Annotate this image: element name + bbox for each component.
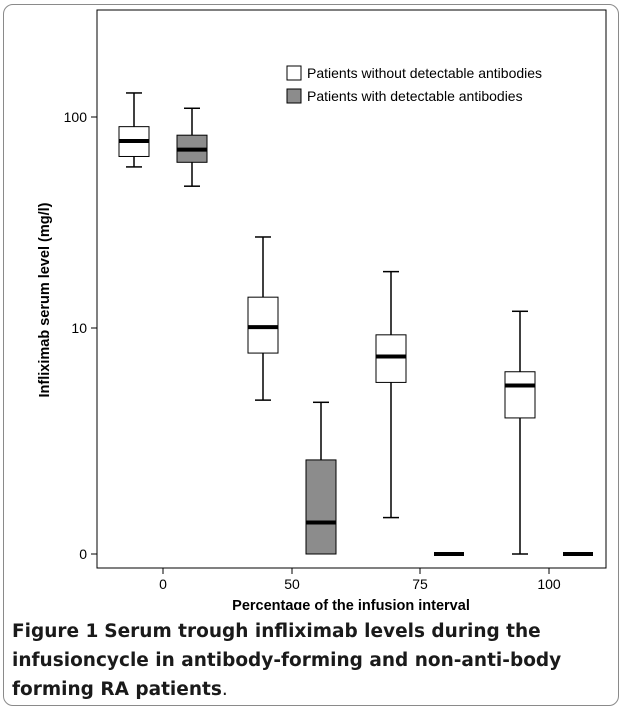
box-with-antibodies-0 bbox=[176, 107, 208, 187]
box-without-antibodies-75 bbox=[375, 270, 407, 519]
box-without-antibodies-50 bbox=[247, 236, 279, 401]
x-tick-label: 75 bbox=[412, 576, 428, 592]
caption-figure-label: Figure 1 bbox=[12, 621, 99, 642]
figure-caption: Figure 1 Serum trough infliximab levels … bbox=[12, 617, 612, 704]
legend-swatch bbox=[286, 65, 302, 81]
caption-text: Serum trough infliximab levels during th… bbox=[12, 621, 562, 700]
box-plot-chart: Infliximab serum level (mg/l) Percentage… bbox=[37, 9, 607, 610]
y-axis-ticks: 0 10 100 bbox=[64, 109, 97, 562]
legend-label: Patients without detectable antibodies bbox=[307, 65, 542, 81]
caption-end: . bbox=[221, 679, 228, 700]
y-tick-label: 0 bbox=[79, 546, 87, 562]
box-without-antibodies-100 bbox=[504, 310, 536, 555]
x-axis-ticks: 0 50 75 100 bbox=[159, 568, 561, 592]
y-axis-label: Infliximab serum level (mg/l) bbox=[37, 202, 53, 397]
x-tick-label: 100 bbox=[537, 576, 561, 592]
x-axis-label: Percentage of the infusion interval bbox=[232, 598, 470, 610]
box-iqr bbox=[504, 371, 536, 419]
box-iqr bbox=[375, 334, 407, 383]
legend-label: Patients with detectable antibodies bbox=[307, 88, 523, 104]
box-without-antibodies-0 bbox=[118, 92, 150, 168]
y-tick-label: 100 bbox=[64, 109, 88, 125]
box-series bbox=[118, 92, 593, 556]
legend-swatch bbox=[286, 88, 302, 104]
y-tick-label: 10 bbox=[71, 320, 87, 336]
legend: Patients without detectable antibodies Pa… bbox=[286, 65, 542, 104]
figure-frame bbox=[3, 4, 619, 706]
box-iqr bbox=[305, 459, 337, 555]
x-tick-label: 0 bbox=[159, 576, 167, 592]
box-with-antibodies-50 bbox=[305, 401, 337, 555]
plot-area bbox=[96, 9, 607, 569]
x-tick-label: 50 bbox=[284, 576, 300, 592]
